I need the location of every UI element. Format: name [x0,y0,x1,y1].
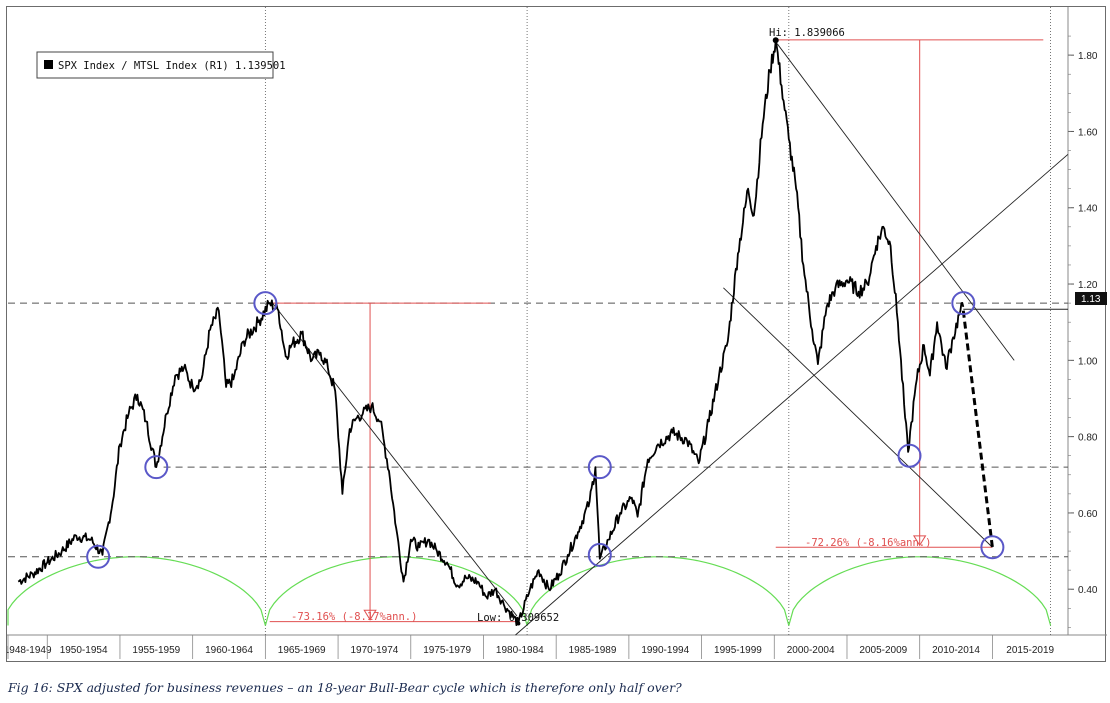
x-tick-label: 1985-1989 [569,645,617,656]
figure-caption: Fig 16: SPX adjusted for business revenu… [8,680,682,695]
circled-point-5 [587,542,612,567]
hi-label: Hi: 1.839066 [769,27,845,39]
y-tick-label: 1.60 [1078,127,1098,138]
circled-point-4 [587,455,612,480]
drawdown-1-arrowhead [363,609,377,621]
x-tick-label: 1948-1949 [7,645,52,656]
x-tick-label: 1995-1999 [714,645,762,656]
y-tick-label: 0.80 [1078,433,1098,444]
drawdown-1-label: -73.16% (-8.17%ann.) [291,611,417,623]
x-tick-label: 1980-1984 [496,645,544,656]
y-tick-label: 1.40 [1078,204,1098,215]
projection-line [961,310,994,548]
x-tick-label: 2015-2019 [1006,645,1054,656]
y-tick-label: 0.60 [1078,509,1098,520]
legend-label: SPX Index / MTSL Index (R1) 1.139501 [58,60,286,72]
y-tick-label: 0.40 [1078,585,1098,596]
chart-svg: 0.40 0.60 0.80 1.00 1.20 1.40 1.60 1.80 1948-194… [7,7,1107,659]
x-tick-label: 2000-2004 [787,645,835,656]
x-tick-label: 1965-1969 [278,645,326,656]
legend: SPX Index / MTSL Index (R1) 1.139501 [36,51,286,79]
trendline-3 [776,43,1015,361]
x-tick-label: 1955-1959 [132,645,180,656]
x-tick-label: 2010-2014 [932,645,980,656]
x-tick-label: 1990-1994 [641,645,689,656]
drawdown-2-arrowhead [912,535,927,547]
y-tick-label: 1.80 [1078,51,1098,62]
trendline-4 [723,287,993,548]
y-tick-label: 1.00 [1078,356,1098,367]
circled-point-8 [980,535,1005,560]
low-marker [516,621,521,626]
x-tick-label: 1975-1979 [423,645,471,656]
last-value-label: 1.13 [1081,294,1101,305]
circled-point-6 [897,443,922,468]
last-value-tag: 1.13 [1075,292,1107,305]
x-tick-label: 2005-2009 [859,645,907,656]
cycle-arc-4 [788,556,1052,626]
series-line [17,39,965,626]
x-tick-label: 1960-1964 [205,645,253,656]
trendline-2 [515,153,1069,636]
circled-point-2 [144,455,169,480]
y-tick-label: 1.20 [1078,280,1098,291]
drawdown-2-label: -72.26% (-8.16%ann.) [805,537,931,549]
x-tick-label: 1970-1974 [351,645,399,656]
hi-marker [772,37,779,44]
circled-point-3 [253,291,278,316]
chart-frame: 0.40 0.60 0.80 1.00 1.20 1.40 1.60 1.80 1948-194… [6,6,1107,662]
x-tick-label: 1950-1954 [60,645,108,656]
circled-point-1 [86,544,111,569]
circled-point-7 [951,291,976,316]
cycle-arc-1 [7,556,266,626]
low-label: Low: 0.309652 [477,612,559,624]
